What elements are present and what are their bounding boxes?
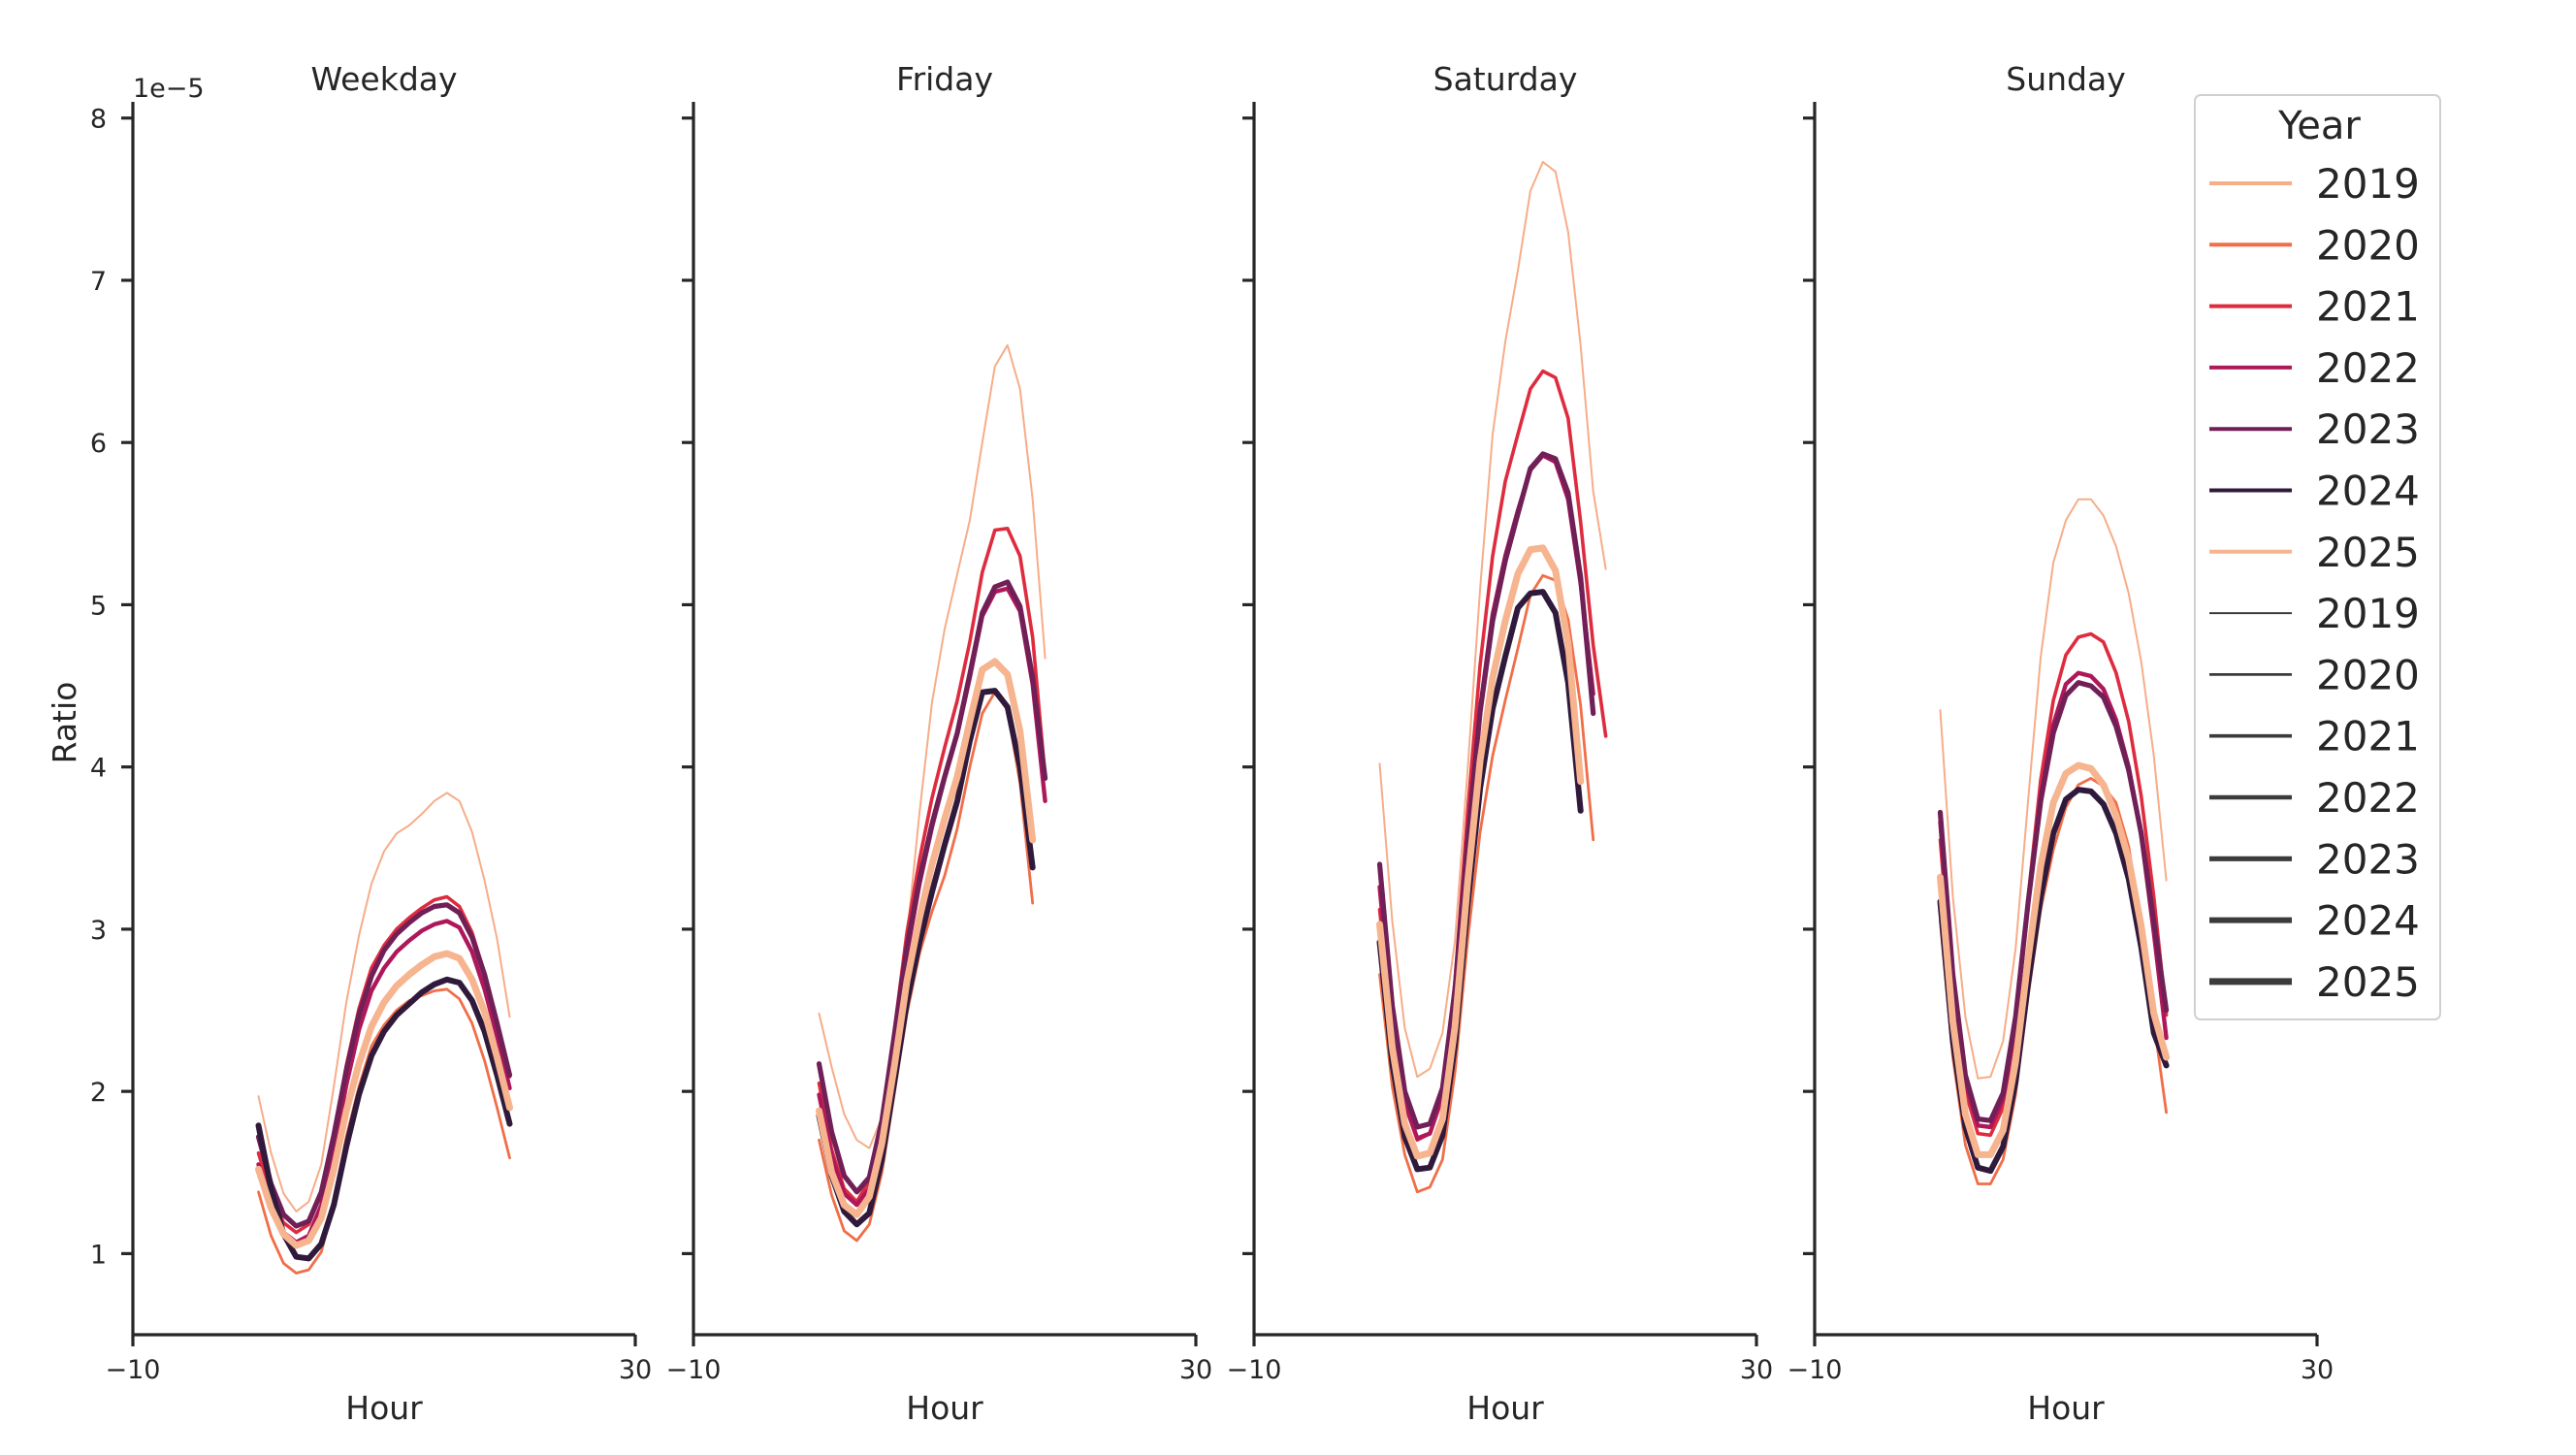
x-tick-label: −10 bbox=[106, 1355, 161, 1385]
legend-label: 2022 bbox=[2316, 344, 2420, 392]
legend: Year 2019 2020 2021 2022 2023 2024 2025 2019 2020… bbox=[2194, 94, 2441, 1020]
x-tick-label: −10 bbox=[1227, 1355, 1282, 1385]
x-axis-title: Hour bbox=[345, 1389, 423, 1427]
series-line-2023 bbox=[255, 902, 513, 1229]
series-group bbox=[816, 343, 1048, 1243]
legend-title: Year bbox=[2277, 104, 2361, 148]
series-line-2020 bbox=[818, 691, 1035, 1243]
panel-saturday: Saturday −10 30 Hour bbox=[1227, 60, 1774, 1427]
series-line-2025 bbox=[255, 950, 513, 1249]
legend-label: 2021 bbox=[2316, 283, 2420, 331]
x-tick-label: 30 bbox=[1179, 1355, 1212, 1385]
y-tick-label: 8 bbox=[90, 105, 107, 135]
legend-label: 2025 bbox=[2316, 529, 2420, 576]
series-line-2023 bbox=[1937, 680, 2170, 1123]
legend-label: 2020 bbox=[2316, 651, 2420, 698]
legend-label: 2019 bbox=[2316, 590, 2420, 637]
x-axis-title: Hour bbox=[1466, 1389, 1544, 1427]
y-tick-label: 7 bbox=[90, 267, 107, 297]
series-line-2020 bbox=[257, 987, 511, 1275]
series-group bbox=[255, 792, 513, 1275]
series-line-2025 bbox=[816, 658, 1037, 1218]
panel-weekday: Weekday 1 2 3 4 5 6 7 8 −10 30 Hour bbox=[90, 60, 652, 1427]
y-tick-label: 3 bbox=[90, 916, 107, 946]
x-tick-label: 30 bbox=[619, 1355, 652, 1385]
x-tick-label: −10 bbox=[666, 1355, 722, 1385]
legend-label: 2023 bbox=[2316, 835, 2420, 883]
x-tick-label: 30 bbox=[2301, 1355, 2334, 1385]
panel-friday: Friday −10 30 Hour bbox=[666, 60, 1213, 1427]
series-line-2019 bbox=[257, 792, 511, 1212]
series-line-2020 bbox=[1939, 777, 2169, 1185]
y-tick-label: 5 bbox=[90, 591, 107, 621]
series-group bbox=[1937, 498, 2171, 1185]
series-group bbox=[1376, 160, 1608, 1194]
x-axis-title: Hour bbox=[906, 1389, 983, 1427]
series-line-2019 bbox=[1378, 160, 1607, 1079]
y-tick-label: 1 bbox=[90, 1240, 107, 1270]
legend-label: 2019 bbox=[2316, 160, 2420, 208]
series-line-2024 bbox=[816, 688, 1036, 1228]
series-line-2021 bbox=[1938, 631, 2169, 1138]
x-axis-title: Hour bbox=[2027, 1389, 2105, 1427]
legend-label: 2022 bbox=[2316, 774, 2420, 822]
panel-sunday: Sunday −10 30 Hour bbox=[1787, 60, 2334, 1427]
series-line-2019 bbox=[818, 343, 1046, 1149]
y-tick-label: 2 bbox=[90, 1078, 107, 1108]
legend-label: 2020 bbox=[2316, 221, 2420, 269]
series-line-2022 bbox=[256, 919, 512, 1245]
legend-label: 2021 bbox=[2316, 713, 2420, 760]
panel-title: Sunday bbox=[2006, 60, 2125, 98]
legend-label: 2024 bbox=[2316, 897, 2420, 945]
series-line-2019 bbox=[1939, 498, 2168, 1080]
legend-label: 2024 bbox=[2316, 468, 2420, 515]
legend-label: 2023 bbox=[2316, 405, 2420, 453]
panel-title: Weekday bbox=[310, 60, 457, 98]
series-line-2024 bbox=[255, 976, 513, 1262]
x-tick-label: 30 bbox=[1740, 1355, 1773, 1385]
series-line-2025 bbox=[1937, 761, 2171, 1158]
y-tick-label: 4 bbox=[90, 754, 107, 784]
x-tick-label: −10 bbox=[1787, 1355, 1843, 1385]
panel-title: Friday bbox=[896, 60, 993, 98]
legend-label: 2025 bbox=[2316, 958, 2420, 1006]
legend-frame bbox=[2194, 94, 2441, 1020]
y-tick-label: 6 bbox=[90, 429, 107, 459]
y-offset-label: 1e−5 bbox=[133, 74, 205, 104]
series-line-2023 bbox=[1376, 451, 1596, 1130]
panel-title: Saturday bbox=[1433, 60, 1578, 98]
series-line-2024 bbox=[1937, 787, 2170, 1175]
series-line-2023 bbox=[816, 579, 1048, 1195]
y-axis-title: Ratio bbox=[46, 682, 83, 764]
series-line-2025 bbox=[1376, 544, 1585, 1160]
